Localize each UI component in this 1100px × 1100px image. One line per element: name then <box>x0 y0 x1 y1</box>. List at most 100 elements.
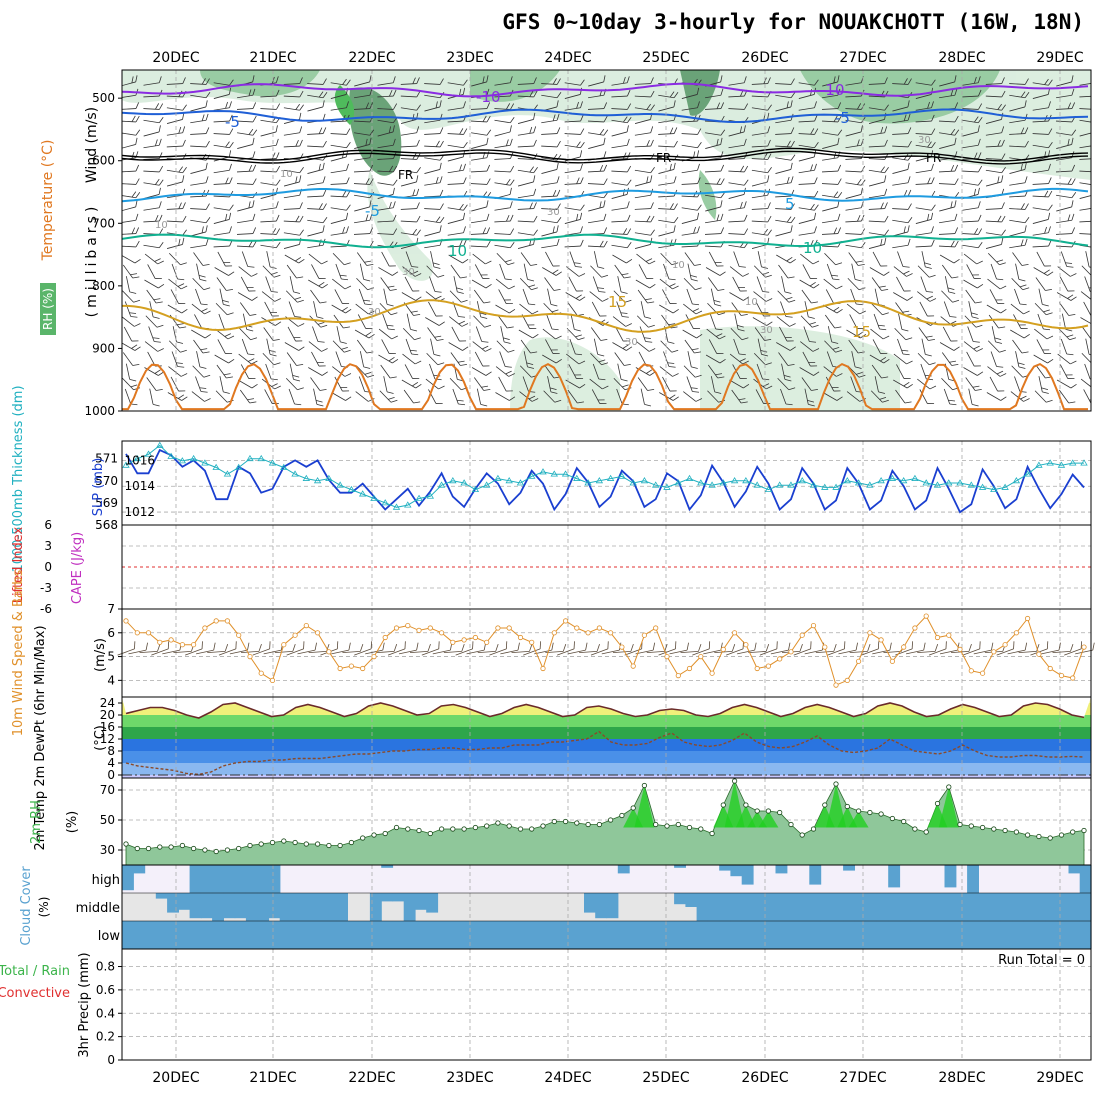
barb-shaft <box>448 254 463 264</box>
barb-flag <box>903 290 911 292</box>
cloud-bar <box>313 921 326 949</box>
barb-shaft <box>517 95 534 98</box>
barb-shaft <box>330 94 347 99</box>
barb-flag <box>599 128 605 135</box>
barb-flag <box>270 311 277 313</box>
cloud-bar <box>674 921 686 949</box>
barb-shaft <box>705 132 721 136</box>
wind-barb <box>143 152 163 160</box>
barb-flag <box>1044 78 1049 85</box>
barb-flag <box>672 308 679 314</box>
wind-barb <box>143 76 162 86</box>
barb-flag <box>931 114 935 122</box>
barb-flag <box>533 112 536 120</box>
wind-barb <box>1036 251 1052 267</box>
barb-flag <box>506 178 511 185</box>
barb-shaft <box>470 108 488 110</box>
barb-flag <box>439 203 444 210</box>
barb-flag <box>322 140 327 148</box>
barb-flag <box>177 278 185 281</box>
barb-shaft <box>919 301 928 317</box>
cloud-bar <box>200 865 213 893</box>
wind-barb <box>447 212 466 224</box>
wind-barb <box>195 376 208 393</box>
wind-barb <box>591 389 607 404</box>
wind-barb <box>494 201 513 211</box>
barb-flag <box>552 78 557 85</box>
wind-barb <box>310 377 327 391</box>
barb-shaft <box>611 82 628 86</box>
wind-barb <box>1079 220 1091 223</box>
barb-flag <box>1065 328 1073 332</box>
contour-label: 30 <box>368 307 381 318</box>
barb-flag <box>697 177 701 184</box>
barb-flag <box>576 377 584 379</box>
cloud-bar <box>1012 893 1024 921</box>
barb-flag <box>341 278 349 281</box>
wind-barb <box>379 302 398 316</box>
wind-barb <box>918 327 935 341</box>
barb-flag <box>551 309 559 313</box>
barb-flag <box>647 301 655 304</box>
cloud-bar <box>1068 921 1081 949</box>
rh-peak <box>758 811 779 828</box>
thickness-point <box>866 481 874 488</box>
barb-flag <box>739 201 743 209</box>
barb-flag <box>883 271 890 276</box>
barb-flag <box>531 398 539 402</box>
wind-barb <box>122 164 140 173</box>
barb-shaft <box>447 156 464 162</box>
barb-flag <box>317 341 325 343</box>
isotherms <box>122 82 1089 411</box>
barb-shaft <box>849 314 858 329</box>
barb-flag <box>155 103 160 110</box>
barb-shaft <box>494 144 511 149</box>
barb-flag <box>1065 374 1073 376</box>
wind-barb <box>681 128 702 135</box>
barb-shaft <box>915 133 932 135</box>
barb-shaft <box>404 364 413 379</box>
wind-barb <box>893 379 913 389</box>
barb-flag <box>317 321 325 325</box>
barb-flag <box>644 403 652 407</box>
barb-flag <box>344 373 352 377</box>
rh-point <box>371 832 377 838</box>
barb-shaft <box>775 94 792 99</box>
barb-shaft <box>213 133 230 135</box>
barb-flag <box>947 287 955 290</box>
thickness-point <box>178 457 187 464</box>
y-tick-label: 6 <box>107 626 115 640</box>
wind-barb <box>681 204 702 211</box>
barb-flag <box>1024 217 1030 223</box>
barb-shaft <box>874 288 879 305</box>
barb-flag <box>225 141 230 148</box>
barb-flag <box>318 203 323 210</box>
wind-barb <box>354 641 372 656</box>
barb-flag <box>135 178 140 185</box>
barb-flag <box>269 353 277 357</box>
wind-barb <box>354 88 373 99</box>
barb-shaft <box>845 220 862 223</box>
wind-barb <box>775 92 796 99</box>
barb-shaft <box>591 389 601 404</box>
y-tick-label: 0.6 <box>96 983 115 997</box>
wind-barb <box>213 128 234 135</box>
barb-shaft <box>330 183 347 185</box>
wind-barb <box>634 175 653 187</box>
thickness-point <box>550 470 558 477</box>
barb-shaft <box>190 231 207 237</box>
wind-barb <box>728 103 749 110</box>
wind-barb <box>190 176 209 186</box>
barb-flag <box>505 366 512 368</box>
barb-shaft <box>566 327 579 341</box>
wind-barb <box>353 227 374 235</box>
barb-shaft <box>778 264 789 279</box>
barb-shaft <box>289 276 294 292</box>
barb-flag <box>1048 177 1052 184</box>
barb-flag <box>130 316 138 318</box>
barb-flag <box>580 101 583 108</box>
wind-barb <box>1032 212 1051 224</box>
barb-flag <box>181 396 188 401</box>
wind-barb <box>781 363 792 382</box>
wind-barb <box>704 227 725 235</box>
